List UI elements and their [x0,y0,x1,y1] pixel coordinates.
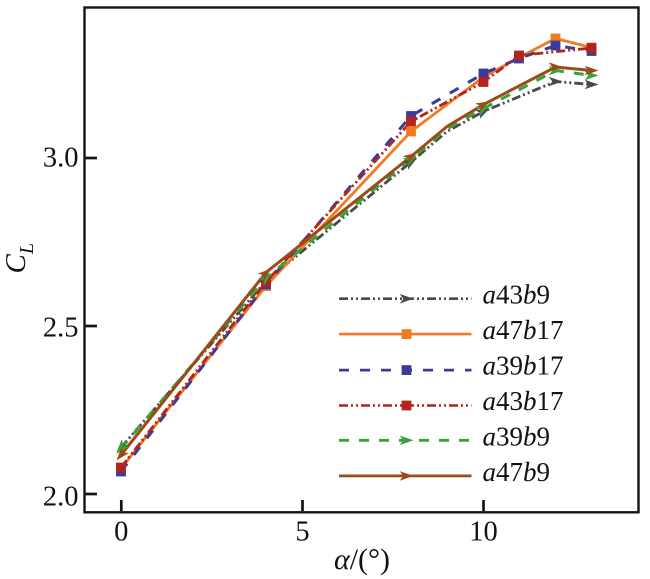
svg-text:2.5: 2.5 [43,313,79,344]
svg-text:3.0: 3.0 [43,143,79,174]
svg-text:a43b9: a43b9 [483,279,551,309]
svg-text:a43b17: a43b17 [483,386,564,416]
svg-text:a47b17: a47b17 [483,315,564,345]
svg-text:a47b9: a47b9 [483,457,551,487]
svg-text:5: 5 [295,517,309,548]
svg-text:10: 10 [469,517,498,548]
svg-text:2.0: 2.0 [43,482,79,513]
svg-text:0: 0 [114,517,128,548]
svg-text:a39b9: a39b9 [483,422,551,452]
svg-text:α/(°): α/(°) [334,543,390,576]
svg-text:a39b17: a39b17 [483,351,564,381]
